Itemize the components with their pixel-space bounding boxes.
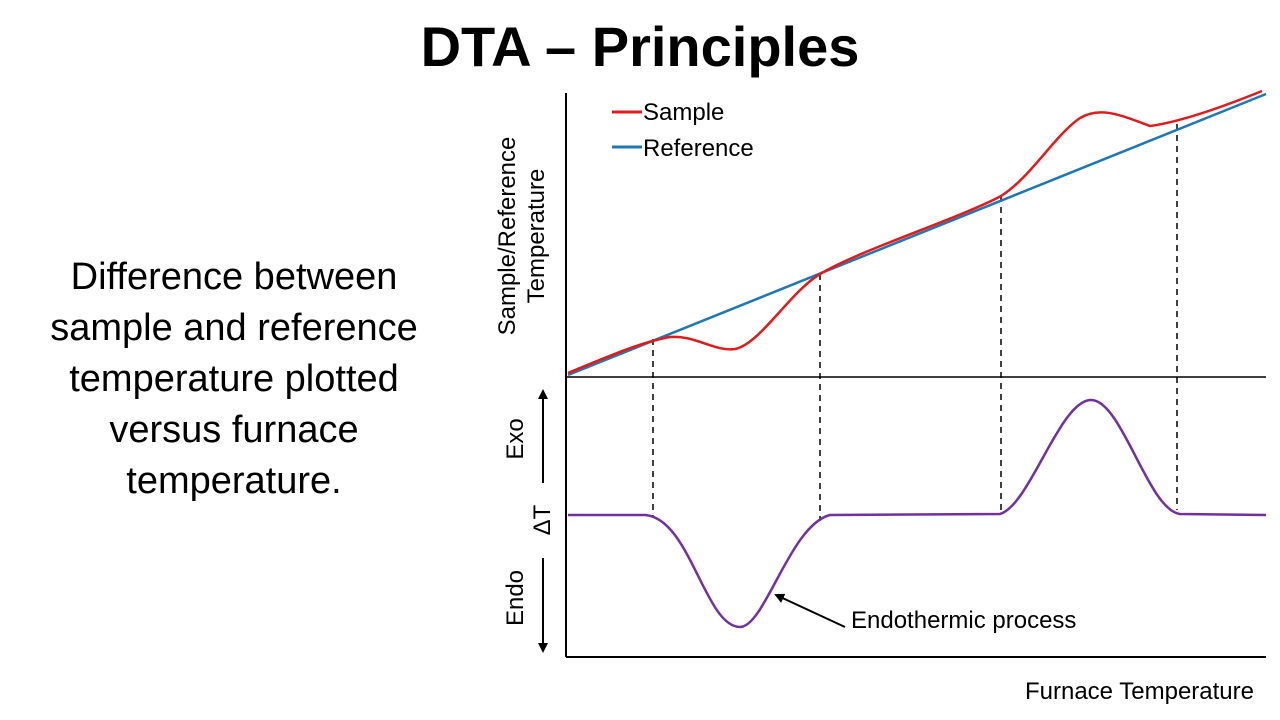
x-axis-label: Furnace Temperature <box>1025 678 1254 705</box>
exo-label: Exo <box>502 418 529 459</box>
slide-title: DTA – Principles <box>420 15 860 78</box>
y-axis-label-line2: Temperature <box>523 169 550 304</box>
y-axis-label-line1: Sample/Reference <box>494 137 521 336</box>
legend-reference-label: Reference <box>643 135 754 162</box>
legend-sample-label: Sample <box>643 99 724 126</box>
description-text: Difference between sample and reference … <box>50 256 418 502</box>
delta-t-label: ΔT <box>529 504 556 535</box>
endo-label: Endo <box>502 570 529 626</box>
sample-curve <box>567 89 1263 375</box>
delta-t-curve <box>568 398 1267 629</box>
endothermic-annotation: Endothermic process <box>851 607 1076 634</box>
reference-curve <box>567 92 1267 377</box>
annotation-arrow-icon <box>774 593 846 628</box>
